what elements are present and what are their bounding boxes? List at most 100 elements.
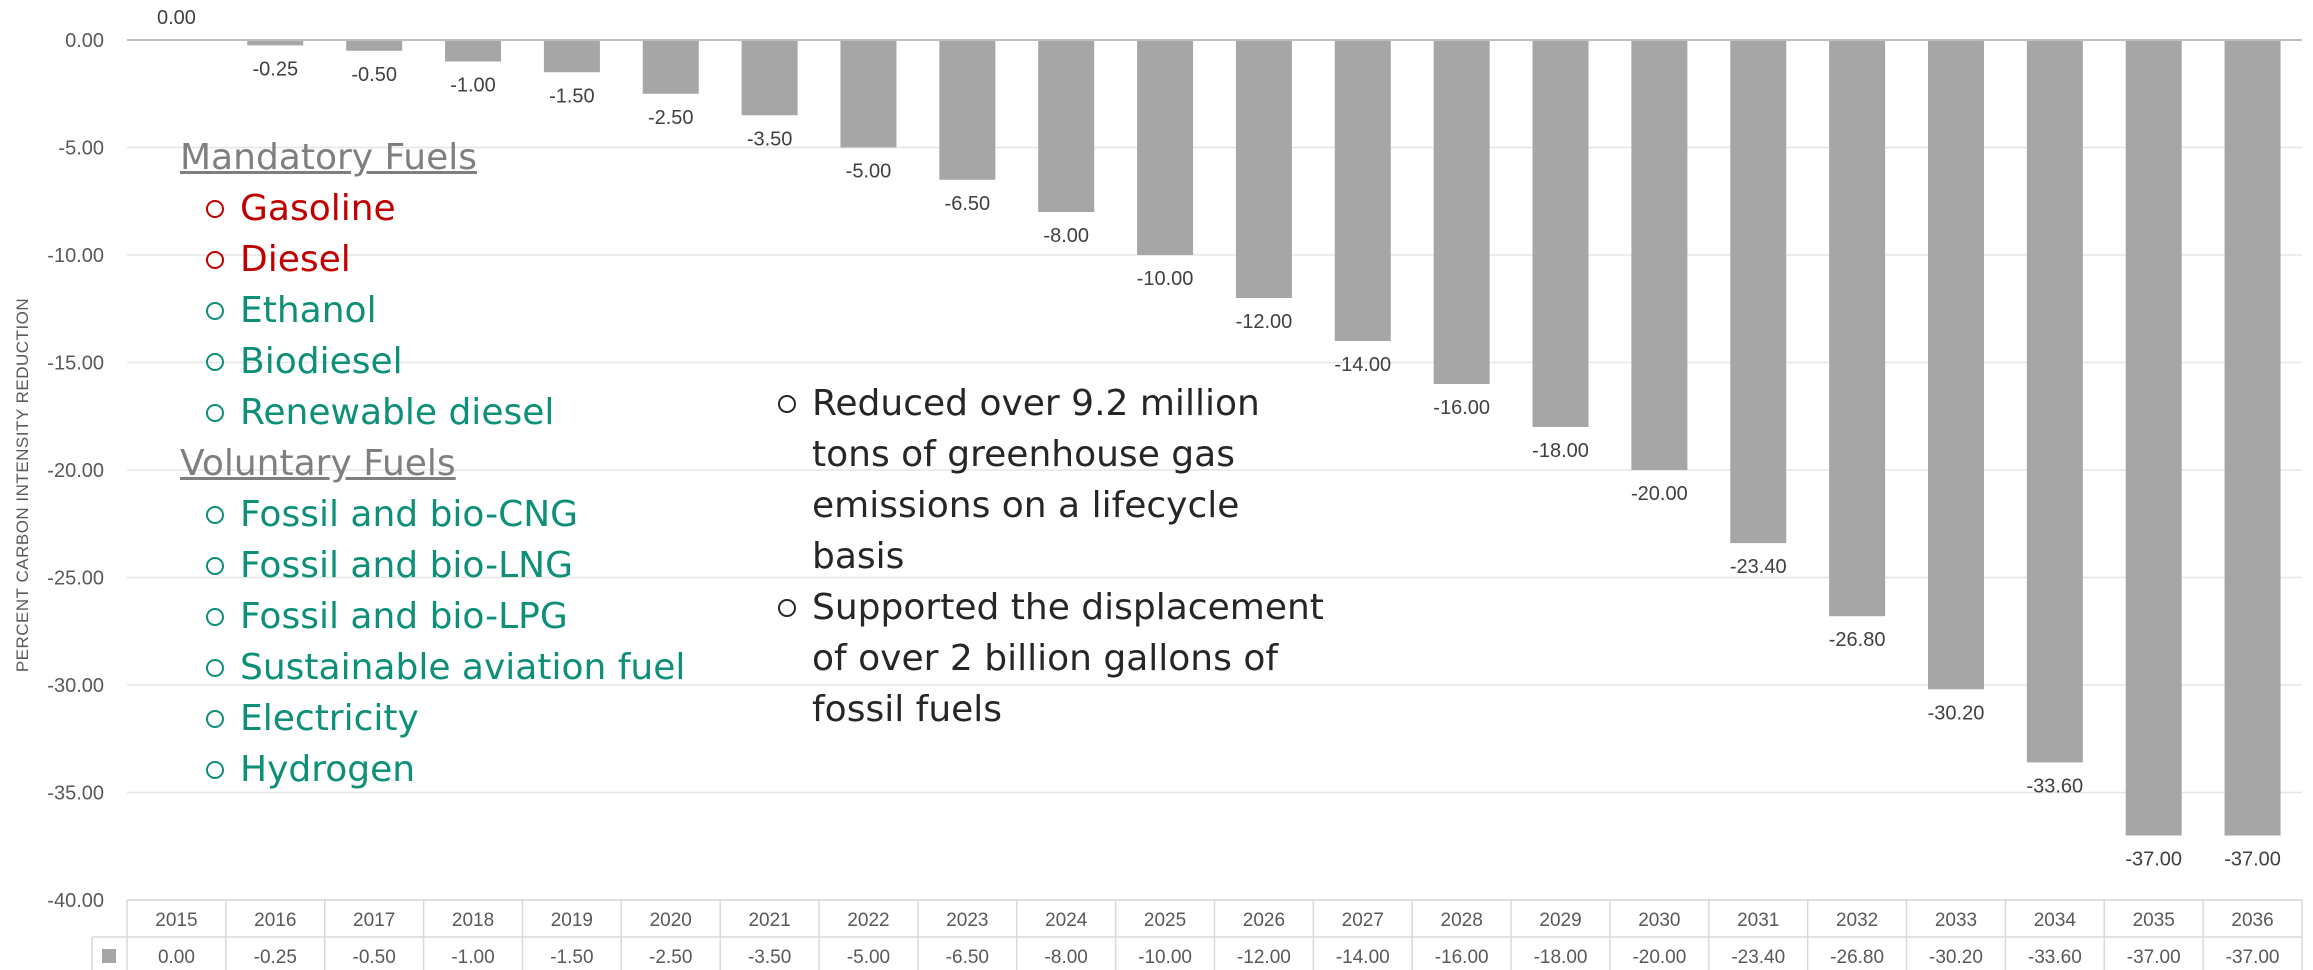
bullet-icon xyxy=(206,250,224,269)
bar xyxy=(1137,40,1194,255)
data-label: -6.50 xyxy=(945,193,991,215)
x-category-label: 2029 xyxy=(1539,910,1581,931)
bar xyxy=(2125,40,2182,836)
fuel-name: Renewable diesel xyxy=(240,392,555,433)
fuel-list-item: Fossil and bio-LNG xyxy=(180,540,740,591)
fuel-categories-panel: Mandatory Fuels Gasoline Diesel Ethanol Bio… xyxy=(180,132,740,795)
bullet-icon xyxy=(206,403,224,422)
y-tick-label: -15.00 xyxy=(47,353,104,375)
table-value: 0.00 xyxy=(158,947,195,968)
fuel-name: Fossil and bio-LPG xyxy=(240,596,568,637)
fuel-list-item: Gasoline xyxy=(180,183,740,234)
fuel-name: Diesel xyxy=(240,239,351,280)
fuel-name: Sustainable aviation fuel xyxy=(240,647,686,688)
bar xyxy=(1334,40,1391,341)
bar xyxy=(939,40,996,180)
fuel-list-item: Biodiesel xyxy=(180,336,740,387)
fuel-list-item: Renewable diesel xyxy=(180,387,740,438)
table-value: -23.40 xyxy=(1731,947,1785,968)
bullet-icon xyxy=(206,658,224,677)
data-label: -26.80 xyxy=(1829,629,1886,651)
fuel-name: Hydrogen xyxy=(240,749,416,790)
table-value: -30.20 xyxy=(1929,947,1983,968)
data-label: -1.50 xyxy=(549,85,595,107)
table-value: -1.50 xyxy=(550,947,593,968)
voluntary-fuels-title: Voluntary Fuels xyxy=(180,443,456,484)
y-tick-label: -40.00 xyxy=(47,890,104,912)
bar xyxy=(2224,40,2281,836)
x-category-label: 2016 xyxy=(254,910,296,931)
x-category-label: 2033 xyxy=(1935,910,1977,931)
x-category-label: 2035 xyxy=(2133,910,2175,931)
data-label: -23.40 xyxy=(1730,556,1787,578)
data-labels: 0.00 -0.25 -0.50 -1.00 -1.50 -2.50 -3.50 -5.00 -… xyxy=(157,7,2281,871)
x-category-label: 2030 xyxy=(1638,910,1680,931)
bullet-icon xyxy=(206,199,224,218)
stat-item: Reduced over 9.2 million tons of greenho… xyxy=(778,378,1338,582)
fuel-name: Ethanol xyxy=(240,290,377,331)
x-category-label: 2036 xyxy=(2231,910,2273,931)
data-label: -0.25 xyxy=(252,58,298,80)
table-value: -37.00 xyxy=(2127,947,2181,968)
fuel-list-item: Diesel xyxy=(180,234,740,285)
data-table: 2015 0.00 2016 -0.25 2017 -0.50 2018 -1.00 2019 -… xyxy=(91,899,2303,970)
x-category-label: 2019 xyxy=(551,910,593,931)
table-value: -6.50 xyxy=(946,947,989,968)
table-value: -3.50 xyxy=(748,947,791,968)
bar xyxy=(1927,40,1984,690)
bar xyxy=(1532,40,1589,427)
data-label: -18.00 xyxy=(1532,440,1589,462)
data-label: -37.00 xyxy=(2125,849,2182,871)
fuel-list-item: Hydrogen xyxy=(180,744,740,795)
fuel-name: Gasoline xyxy=(240,188,396,229)
x-category-label: 2021 xyxy=(748,910,790,931)
bar xyxy=(642,40,699,94)
table-value: -18.00 xyxy=(1534,947,1588,968)
fuel-name: Fossil and bio-CNG xyxy=(240,494,579,535)
y-tick-label: -25.00 xyxy=(47,568,104,590)
x-category-label: 2025 xyxy=(1144,910,1186,931)
fuel-name: Biodiesel xyxy=(240,341,403,382)
x-category-label: 2032 xyxy=(1836,910,1878,931)
data-label: -8.00 xyxy=(1043,225,1089,247)
data-label: -33.60 xyxy=(2026,775,2083,797)
bar xyxy=(1631,40,1688,470)
x-category-label: 2031 xyxy=(1737,910,1779,931)
x-category-label: 2015 xyxy=(155,910,197,931)
x-category-label: 2027 xyxy=(1342,910,1384,931)
stat-text: Reduced over 9.2 million tons of greenho… xyxy=(812,383,1260,577)
x-category-label: 2022 xyxy=(847,910,889,931)
bar xyxy=(1235,40,1292,298)
bar xyxy=(1038,40,1095,212)
table-value: -14.00 xyxy=(1336,947,1390,968)
bar xyxy=(840,40,897,148)
fuel-list-item: Sustainable aviation fuel xyxy=(180,642,740,693)
data-label: -1.00 xyxy=(450,75,496,97)
stat-text: Supported the displacement of over 2 bil… xyxy=(812,587,1324,730)
bullet-icon xyxy=(206,352,224,371)
table-value: -2.50 xyxy=(649,947,692,968)
table-value: -10.00 xyxy=(1138,947,1192,968)
bar xyxy=(247,40,304,46)
table-value: -0.50 xyxy=(353,947,396,968)
data-label: -16.00 xyxy=(1433,397,1490,419)
table-value: -8.00 xyxy=(1045,947,1088,968)
table-value: -5.00 xyxy=(847,947,890,968)
fuel-list-item: Fossil and bio-CNG xyxy=(180,489,740,540)
gridlines xyxy=(127,146,2302,901)
bullet-icon xyxy=(206,607,224,626)
y-tick-label: 0.00 xyxy=(65,30,104,52)
data-label: -30.20 xyxy=(1928,702,1985,724)
fuel-name: Electricity xyxy=(240,698,419,739)
fuel-list-item: Fossil and bio-LPG xyxy=(180,591,740,642)
bar xyxy=(1730,40,1787,544)
bar xyxy=(1829,40,1886,617)
bars xyxy=(247,40,2281,836)
bar xyxy=(2026,40,2083,763)
x-category-label: 2026 xyxy=(1243,910,1285,931)
table-value: -26.80 xyxy=(1830,947,1884,968)
data-label: -12.00 xyxy=(1236,311,1293,333)
y-tick-label: -35.00 xyxy=(47,783,104,805)
data-label: -0.50 xyxy=(351,64,397,86)
